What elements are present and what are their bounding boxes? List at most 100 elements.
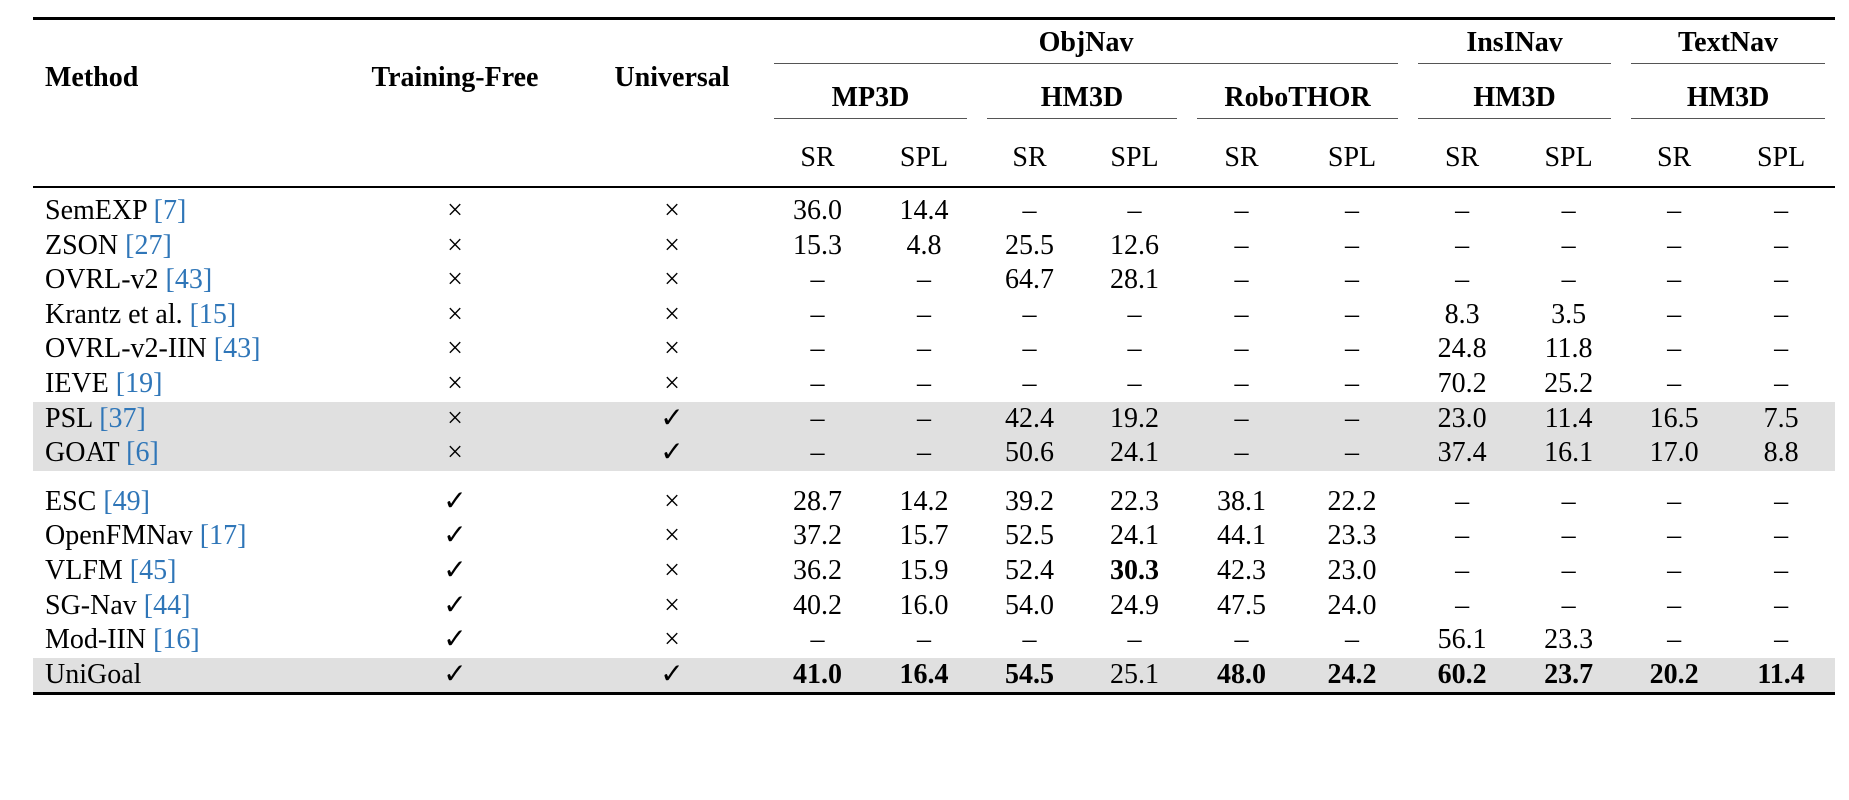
value: 54.5: [1005, 658, 1054, 690]
value: 15.7: [899, 520, 949, 552]
method-cell: Mod-IIN [16]: [33, 623, 330, 658]
value-cell: 25.2: [1516, 367, 1621, 402]
value: 12.6: [1110, 229, 1159, 261]
value: 37.4: [1437, 437, 1487, 469]
metric-header: SR: [977, 130, 1082, 188]
citation: [6]: [126, 437, 159, 469]
table-row: ESC [49] ✓ × 28.7 14.2 39.2 22.3 38.1 22.2– – – –: [33, 472, 1836, 520]
value-cell: –: [1727, 623, 1835, 658]
value: 15.9: [899, 554, 949, 586]
value: 30.3: [1110, 554, 1159, 586]
value: 3.5: [1551, 298, 1587, 330]
value-cell: –: [1727, 554, 1835, 589]
value-cell: –: [1187, 436, 1296, 477]
header-row: SR SPL SR SPL SR SPL SR SPL SR SPL: [33, 130, 1836, 188]
value-cell: 23.0: [1408, 401, 1517, 437]
value-cell: 17.0: [1621, 436, 1728, 477]
value-cell: 22.2: [1296, 472, 1409, 520]
table-row: PSL [37] × ✓ – –42.4 19.2– –23.0 11.4 16.5 7.5: [33, 401, 1836, 437]
value-cell: –: [1516, 519, 1621, 554]
value: –: [810, 298, 825, 330]
value-cell: 25.5: [977, 229, 1082, 264]
value-cell: –: [1187, 187, 1296, 229]
value-cell: –: [1727, 187, 1835, 229]
value: 24.9: [1110, 589, 1159, 621]
value: 56.1: [1437, 624, 1487, 656]
value: 28.7: [793, 485, 842, 517]
value-cell: 24.1: [1082, 436, 1187, 477]
value-cell: 42.4: [977, 401, 1082, 437]
training-free-mark: ×: [447, 229, 463, 261]
value-cell: –: [1296, 187, 1408, 229]
training-free-mark: ×: [447, 298, 463, 330]
value: 16.5: [1649, 402, 1699, 434]
value: 41.0: [793, 658, 842, 690]
value-cell: –: [977, 623, 1082, 658]
value: –: [1667, 520, 1682, 552]
value: –: [1345, 624, 1360, 656]
citation: [16]: [153, 624, 200, 656]
value-cell: –: [764, 436, 871, 477]
value-cell: –: [1296, 298, 1408, 333]
value-cell: 11.8: [1516, 332, 1621, 367]
value-cell: –: [764, 367, 871, 402]
value-cell: –: [1621, 589, 1727, 624]
value-cell: 39.2: [977, 472, 1082, 520]
value-cell: 25.1: [1082, 657, 1187, 696]
value-cell: 54.0: [977, 589, 1082, 624]
value: –: [1667, 367, 1682, 399]
metric-header: SPL: [871, 130, 977, 188]
value-cell: –: [1621, 554, 1727, 589]
universal-mark: ✓: [580, 436, 764, 477]
dataset-header: HM3D: [977, 70, 1187, 130]
method-cell: Krantz et al. [15]: [33, 298, 330, 333]
citation: [43]: [213, 333, 261, 365]
method-name: GOAT: [45, 437, 120, 469]
value: 4.8: [906, 229, 942, 261]
value: 11.4: [1544, 402, 1593, 434]
training-free-mark: ×: [447, 333, 463, 365]
value: 42.4: [1005, 402, 1054, 434]
value-cell: 3.5: [1516, 298, 1621, 333]
training-free-mark: ✓: [443, 624, 467, 656]
value: –: [1774, 589, 1789, 621]
value: –: [1455, 554, 1470, 586]
value: –: [1345, 264, 1360, 296]
value: –: [1345, 195, 1360, 226]
value-cell: –: [1187, 263, 1296, 298]
value-cell: –: [1516, 229, 1621, 264]
training-free-mark: ✓: [330, 657, 580, 696]
value: 23.0: [1437, 402, 1487, 434]
training-free-mark: ✓: [443, 520, 467, 552]
method-name: VLFM: [45, 554, 123, 586]
value: –: [1234, 437, 1249, 469]
value-cell: –: [1187, 229, 1296, 264]
training-free-mark: ×: [330, 436, 580, 477]
value: –: [1455, 589, 1470, 621]
metric-header: SPL: [1516, 130, 1622, 188]
value: –: [1667, 195, 1682, 226]
value-cell: –: [1296, 229, 1408, 264]
value-cell: 36.0: [764, 187, 871, 229]
training-free-mark: ×: [330, 401, 580, 437]
value-cell: –: [1408, 519, 1516, 554]
value-cell: 11.4: [1727, 657, 1836, 696]
citation: [17]: [199, 520, 247, 552]
value-cell: 8.3: [1408, 298, 1516, 333]
dataset-name: HM3D: [1631, 82, 1826, 119]
value: 42.3: [1217, 554, 1266, 586]
value-cell: –: [1187, 332, 1296, 367]
value-cell: –: [1727, 332, 1835, 367]
value-cell: 37.2: [764, 519, 871, 554]
value-cell: 16.1: [1516, 436, 1622, 477]
value-cell: –: [764, 401, 871, 437]
value: –: [1774, 624, 1789, 656]
metric-header: SPL: [1082, 130, 1187, 188]
value: –: [1667, 624, 1682, 656]
value: –: [1234, 402, 1249, 434]
value-cell: –: [871, 263, 977, 298]
value: 8.8: [1763, 437, 1799, 469]
value-cell: 7.5: [1727, 401, 1836, 437]
value-cell: –: [1187, 401, 1296, 437]
value: –: [1561, 229, 1576, 261]
